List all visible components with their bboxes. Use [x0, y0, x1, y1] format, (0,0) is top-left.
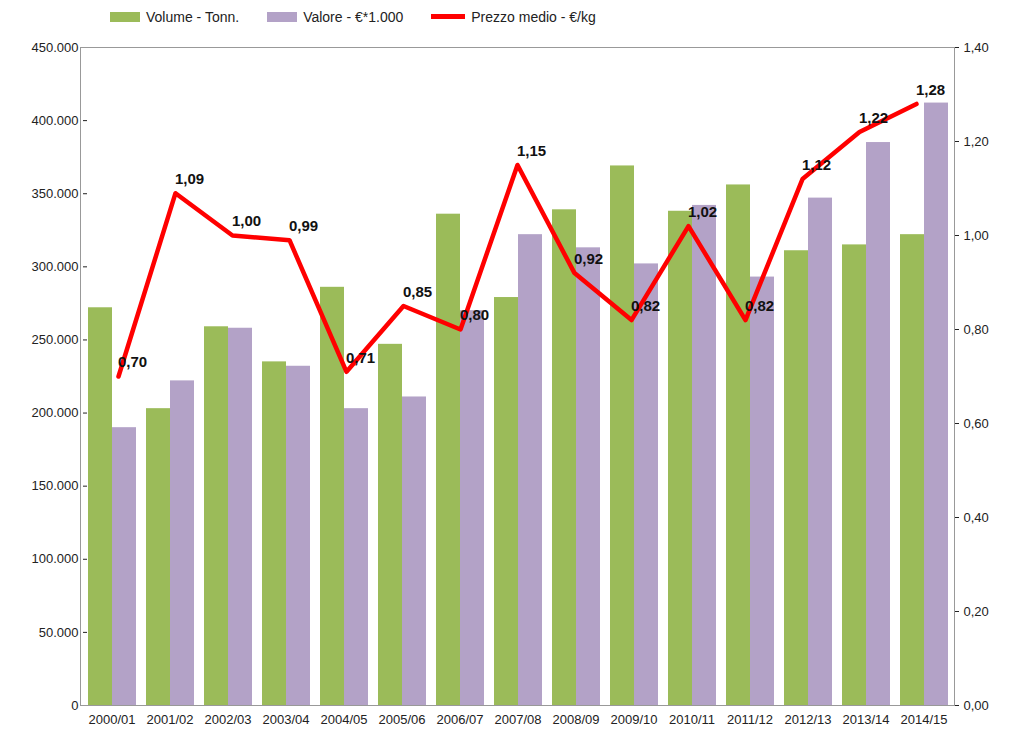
svg-text:0,85: 0,85 — [403, 283, 432, 300]
svg-text:0,40: 0,40 — [964, 510, 989, 525]
svg-text:1,22: 1,22 — [859, 109, 888, 126]
svg-text:0,80: 0,80 — [460, 306, 489, 323]
svg-text:0,60: 0,60 — [964, 416, 989, 431]
svg-text:1,09: 1,09 — [175, 170, 204, 187]
svg-text:0,00: 0,00 — [964, 698, 989, 713]
svg-text:0,71: 0,71 — [346, 349, 375, 366]
svg-text:1,20: 1,20 — [964, 134, 989, 149]
svg-text:0,70: 0,70 — [118, 353, 147, 370]
svg-text:1,28: 1,28 — [916, 81, 945, 98]
svg-text:0,80: 0,80 — [964, 322, 989, 337]
svg-text:200.000: 200.000 — [32, 405, 79, 420]
svg-text:2010/11: 2010/11 — [669, 712, 715, 727]
svg-text:250.000: 250.000 — [32, 332, 79, 347]
svg-text:2012/13: 2012/13 — [785, 712, 832, 727]
svg-text:100.000: 100.000 — [32, 551, 79, 566]
svg-text:50.000: 50.000 — [39, 625, 79, 640]
svg-text:2003/04: 2003/04 — [263, 712, 310, 727]
svg-text:1,12: 1,12 — [802, 156, 831, 173]
svg-text:2001/02: 2001/02 — [147, 712, 194, 727]
svg-text:2007/08: 2007/08 — [495, 712, 542, 727]
svg-text:450.000: 450.000 — [32, 40, 79, 55]
svg-text:0,82: 0,82 — [631, 297, 660, 314]
svg-text:2004/05: 2004/05 — [321, 712, 368, 727]
html-text:Valore - €*1.000: Valore - €*1.000 — [303, 8, 404, 25]
svg-text:2013/14: 2013/14 — [843, 712, 890, 727]
svg-text:1,40: 1,40 — [964, 40, 989, 55]
svg-text:400.000: 400.000 — [32, 113, 79, 128]
svg-text:1,02: 1,02 — [688, 203, 717, 220]
svg-text:350.000: 350.000 — [32, 186, 79, 201]
svg-text:2008/09: 2008/09 — [553, 712, 600, 727]
svg-text:1,00: 1,00 — [964, 228, 989, 243]
svg-text:2011/12: 2011/12 — [727, 712, 773, 727]
svg-text:0,20: 0,20 — [964, 604, 989, 619]
svg-text:2014/15: 2014/15 — [901, 712, 948, 727]
html-text:Prezzo medio - €/kg: Prezzo medio - €/kg — [471, 8, 596, 25]
svg-text:0,92: 0,92 — [574, 250, 603, 267]
svg-text:0,82: 0,82 — [745, 297, 774, 314]
svg-text:0: 0 — [71, 698, 78, 713]
svg-text:2002/03: 2002/03 — [205, 712, 252, 727]
svg-text:0,99: 0,99 — [289, 217, 318, 234]
html-text:Volume - Tonn.: Volume - Tonn. — [146, 8, 240, 25]
svg-text:1,00: 1,00 — [232, 212, 261, 229]
svg-text:2000/01: 2000/01 — [89, 712, 136, 727]
svg-text:2006/07: 2006/07 — [437, 712, 484, 727]
svg-text:2005/06: 2005/06 — [379, 712, 426, 727]
svg-text:1,15: 1,15 — [517, 142, 546, 159]
svg-text:150.000: 150.000 — [32, 478, 79, 493]
svg-text:300.000: 300.000 — [32, 259, 79, 274]
svg-text:2009/10: 2009/10 — [611, 712, 658, 727]
